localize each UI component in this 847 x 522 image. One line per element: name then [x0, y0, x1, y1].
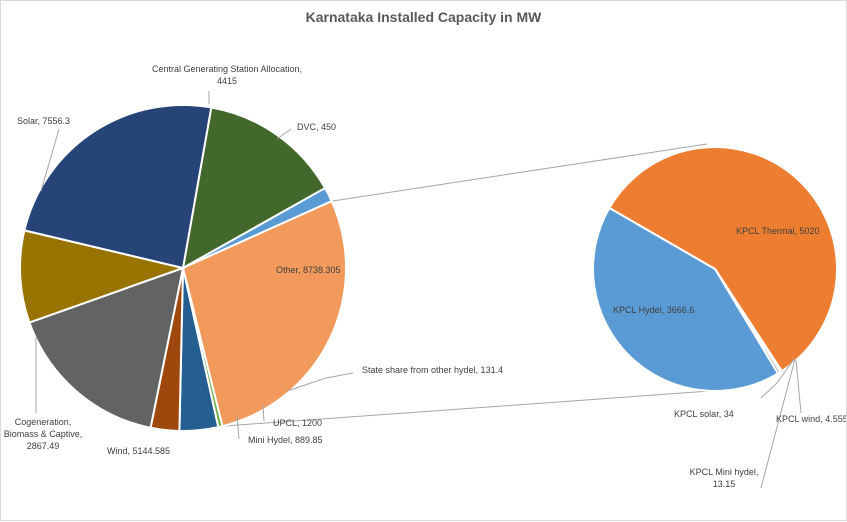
secondary-slice-kpcl-hydel [591, 206, 780, 392]
main-label-cogeneration-line-3: 2867.49 [27, 441, 60, 451]
secondary-label-kpcl-thermal: KPCL Thermal, 5020 [736, 226, 820, 236]
secondary-slice-kpcl-thermal [607, 146, 838, 373]
secondary-label-kpcl-wind: KPCL wind, 4.555 [776, 414, 846, 424]
main-label-wind: Wind, 5144.585 [107, 446, 170, 456]
leader-line-ksol [760, 358, 795, 399]
leader-line-mini [236, 414, 240, 440]
leader-line-kwind [795, 359, 802, 414]
secondary-label-kpcl-mini-hydel-line-2: 13.15 [713, 479, 736, 489]
connector-top [331, 143, 708, 202]
leader-line-dvc [276, 128, 292, 140]
secondary-label-kpcl-solar: KPCL solar, 34 [674, 409, 734, 419]
main-slice-other [181, 199, 347, 428]
slice-labels: Central Generating Station Allocation, 44… [4, 64, 846, 489]
main-label-central-generating-station-allocation-line-1: Central Generating Station Allocation, [152, 64, 302, 74]
main-label-dvc: DVC, 450 [297, 122, 336, 132]
leader-line-upcl [262, 404, 265, 422]
main-label-state-share-from-other-hydel: State share from other hydel, 131.4 [362, 365, 503, 375]
main-label-central-generating-station-allocation-line-2: 4415 [217, 76, 237, 86]
secondary-label-kpcl-mini-hydel-line-1: KPCL Mini hydel, [690, 467, 759, 477]
main-slice-central-generating-station-allocation [181, 106, 327, 270]
main-label-upcl: UPCL, 1200 [273, 418, 322, 428]
main-pie [19, 104, 347, 432]
main-slice-cogeneration [19, 229, 187, 324]
main-label-cogeneration-line-2: Biomass & Captive, [4, 429, 83, 439]
main-slice-wind [28, 266, 185, 429]
main-label-other: Other, 8738.305 [276, 265, 341, 275]
main-label-solar: Solar, 7556.3 [17, 116, 70, 126]
main-label-cogeneration-line-1: Cogeneration, [15, 417, 72, 427]
secondary-pie [591, 146, 838, 392]
leader-line-kmini [760, 358, 796, 489]
leader-line-ssh [286, 372, 354, 392]
chart-title: Karnataka Installed Capacity in MW [305, 9, 542, 25]
leader-lines [35, 91, 802, 489]
connector-lines [222, 143, 711, 427]
secondary-label-kpcl-hydel: KPCL Hydel, 3666.6 [613, 305, 694, 315]
main-slice-solar [23, 104, 213, 270]
connector-bottom [222, 390, 711, 427]
leader-line-solar [40, 128, 60, 192]
main-label-mini-hydel: Mini Hydel, 889.85 [248, 435, 323, 445]
